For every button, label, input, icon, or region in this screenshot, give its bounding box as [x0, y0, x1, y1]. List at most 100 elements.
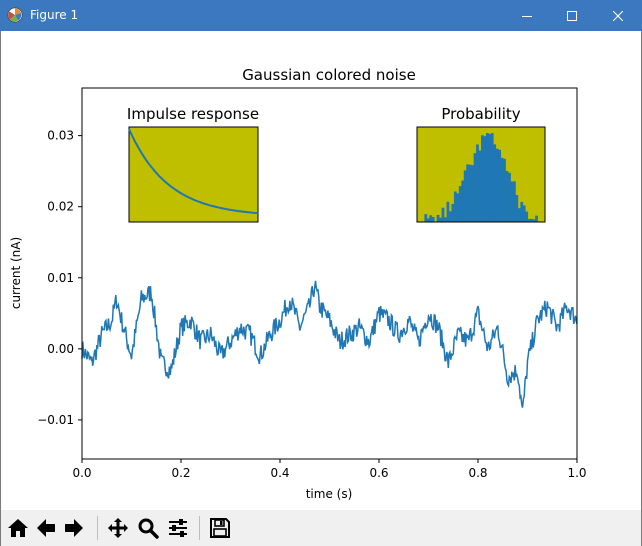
probability-bar	[535, 215, 538, 222]
close-button[interactable]	[595, 0, 641, 31]
forward-arrow-icon	[65, 519, 83, 537]
impulse-response-inset: Impulse response	[127, 105, 259, 223]
probability-bar	[468, 164, 472, 222]
x-axis-label: time (s)	[306, 487, 353, 501]
probability-bar	[444, 217, 447, 222]
y-axis-label: current (nA)	[9, 237, 23, 309]
probability-bar	[503, 158, 506, 222]
x-tick-label: 1.0	[567, 466, 586, 480]
impulse-inset-frame	[128, 126, 259, 223]
probability-bar	[532, 219, 536, 222]
probability-bar	[515, 195, 519, 222]
main-series	[81, 280, 578, 408]
toolbar-separator	[199, 516, 200, 540]
minimize-button[interactable]	[504, 0, 550, 31]
probability-bar	[471, 165, 474, 222]
pan-move-icon	[108, 518, 128, 538]
probability-bar	[453, 191, 457, 222]
home-icon	[8, 519, 28, 537]
figure-canvas[interactable]: 0.0 0.2 0.4 0.6 0.8 1.0 −0.01 0.00 0.01 0.02 0.03…	[1, 31, 641, 510]
x-tick-label: 0.6	[369, 466, 388, 480]
zoom-button[interactable]	[135, 515, 161, 541]
probability-bar	[485, 133, 489, 222]
configure-subplots-icon	[169, 519, 187, 537]
probability-inset-frame	[416, 126, 546, 223]
probability-bar	[451, 203, 455, 222]
zoom-magnifier-icon	[138, 518, 159, 539]
close-icon	[613, 10, 623, 21]
x-tick-label: 0.0	[72, 466, 91, 480]
probability-bar	[481, 135, 484, 222]
probability-bar	[441, 207, 445, 222]
matplotlib-app-icon	[7, 7, 23, 23]
impulse-inset-title: Impulse response	[127, 105, 259, 123]
probability-bar	[439, 217, 442, 222]
probability-bar	[463, 170, 467, 222]
minimize-icon	[522, 15, 532, 17]
probability-bar	[495, 148, 499, 222]
probability-bar	[520, 201, 524, 222]
x-tick-label: 0.4	[270, 466, 289, 480]
main-axes-frame	[81, 87, 578, 460]
back-button[interactable]	[33, 515, 59, 541]
probability-bar	[517, 208, 521, 222]
probability-bars	[424, 133, 543, 222]
y-axis: −0.01 0.00 0.01 0.02 0.03	[37, 129, 82, 427]
back-arrow-icon	[37, 519, 55, 537]
toolbar-separator	[97, 516, 98, 540]
x-axis: 0.0 0.2 0.4 0.6 0.8 1.0	[72, 459, 587, 480]
probability-inset-title: Probability	[441, 105, 520, 123]
probability-bar	[490, 133, 494, 222]
probability-bar	[508, 172, 511, 222]
y-tick-label: 0.00	[47, 342, 74, 356]
probability-bar	[426, 218, 430, 222]
probability-bar	[498, 149, 501, 222]
y-tick-label: 0.03	[47, 129, 74, 143]
probability-bar	[449, 211, 452, 222]
probability-bar	[456, 193, 460, 222]
impulse-series	[128, 128, 259, 215]
main-title: Gaussian colored noise	[242, 66, 416, 84]
probability-bar	[493, 144, 497, 222]
save-button[interactable]	[207, 515, 233, 541]
probability-bar	[522, 205, 526, 222]
probability-bar	[530, 218, 533, 222]
probability-bar	[431, 216, 435, 222]
home-button[interactable]	[5, 515, 31, 541]
save-floppy-icon	[210, 518, 230, 538]
window-titlebar[interactable]: Figure 1	[0, 0, 642, 31]
forward-button[interactable]	[61, 515, 87, 541]
probability-bar	[525, 211, 529, 222]
maximize-icon	[567, 10, 577, 21]
maximize-button[interactable]	[549, 0, 595, 31]
probability-inset: Probability	[416, 105, 546, 223]
probability-bar	[466, 164, 469, 222]
y-tick-label: 0.02	[47, 200, 74, 214]
probability-bar	[478, 150, 482, 222]
noise-series-line	[81, 280, 578, 408]
y-tick-label: −0.01	[37, 413, 74, 427]
probability-bar	[473, 153, 477, 222]
probability-bar	[513, 181, 516, 222]
probability-bar	[488, 134, 492, 222]
probability-bar	[429, 215, 433, 222]
probability-bar	[483, 136, 487, 222]
probability-bar	[458, 186, 462, 222]
probability-bar	[527, 219, 531, 222]
navigation-toolbar	[1, 510, 641, 546]
probability-bar	[476, 144, 479, 222]
y-tick-label: 0.01	[47, 271, 74, 285]
impulse-response-line	[128, 128, 259, 215]
window-title: Figure 1	[30, 8, 79, 22]
probability-bar	[424, 214, 428, 222]
configure-subplots-button[interactable]	[165, 515, 191, 541]
figure-svg: 0.0 0.2 0.4 0.6 0.8 1.0 −0.01 0.00 0.01 0.02 0.03…	[9, 66, 587, 501]
probability-bar	[500, 157, 504, 222]
probability-bar	[446, 201, 450, 222]
x-tick-label: 0.2	[171, 466, 190, 480]
probability-bar	[461, 180, 465, 222]
window-border-left	[0, 31, 1, 546]
pan-button[interactable]	[105, 515, 131, 541]
probability-bar	[505, 171, 509, 222]
probability-bar	[510, 181, 514, 222]
